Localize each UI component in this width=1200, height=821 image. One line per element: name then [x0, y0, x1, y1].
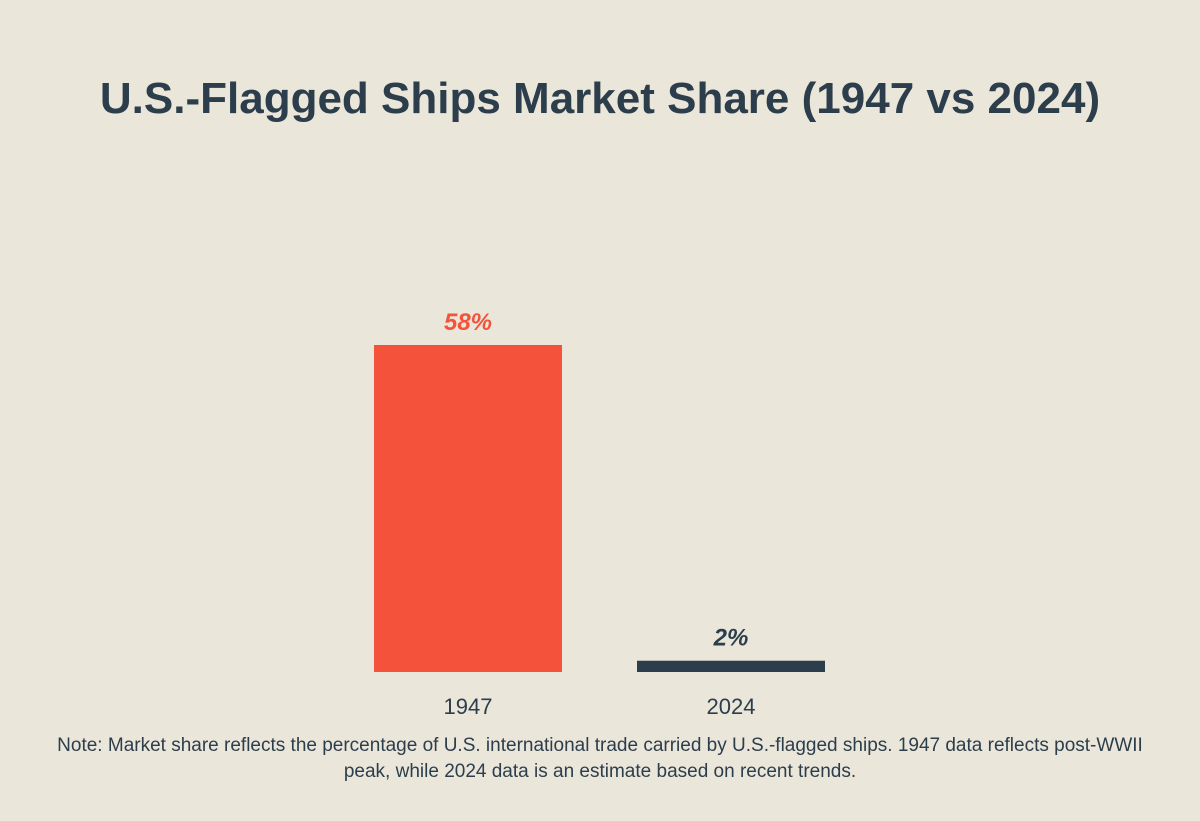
bar-2024	[637, 660, 825, 672]
bar-group	[374, 345, 825, 672]
bar-1947	[374, 345, 562, 672]
value-label-group: 58% 2%	[444, 309, 748, 652]
chart-note: Note: Market share reflects the percenta…	[57, 735, 1143, 782]
value-label-1947: 58%	[444, 309, 492, 336]
x-tick-label-2024: 2024	[707, 694, 756, 719]
value-label-2024: 2%	[713, 625, 749, 652]
x-tick-label-1947: 1947	[444, 694, 493, 719]
chart-title: U.S.-Flagged Ships Market Share (1947 vs…	[99, 74, 1101, 123]
x-tick-label-group: 1947 2024	[444, 694, 756, 719]
